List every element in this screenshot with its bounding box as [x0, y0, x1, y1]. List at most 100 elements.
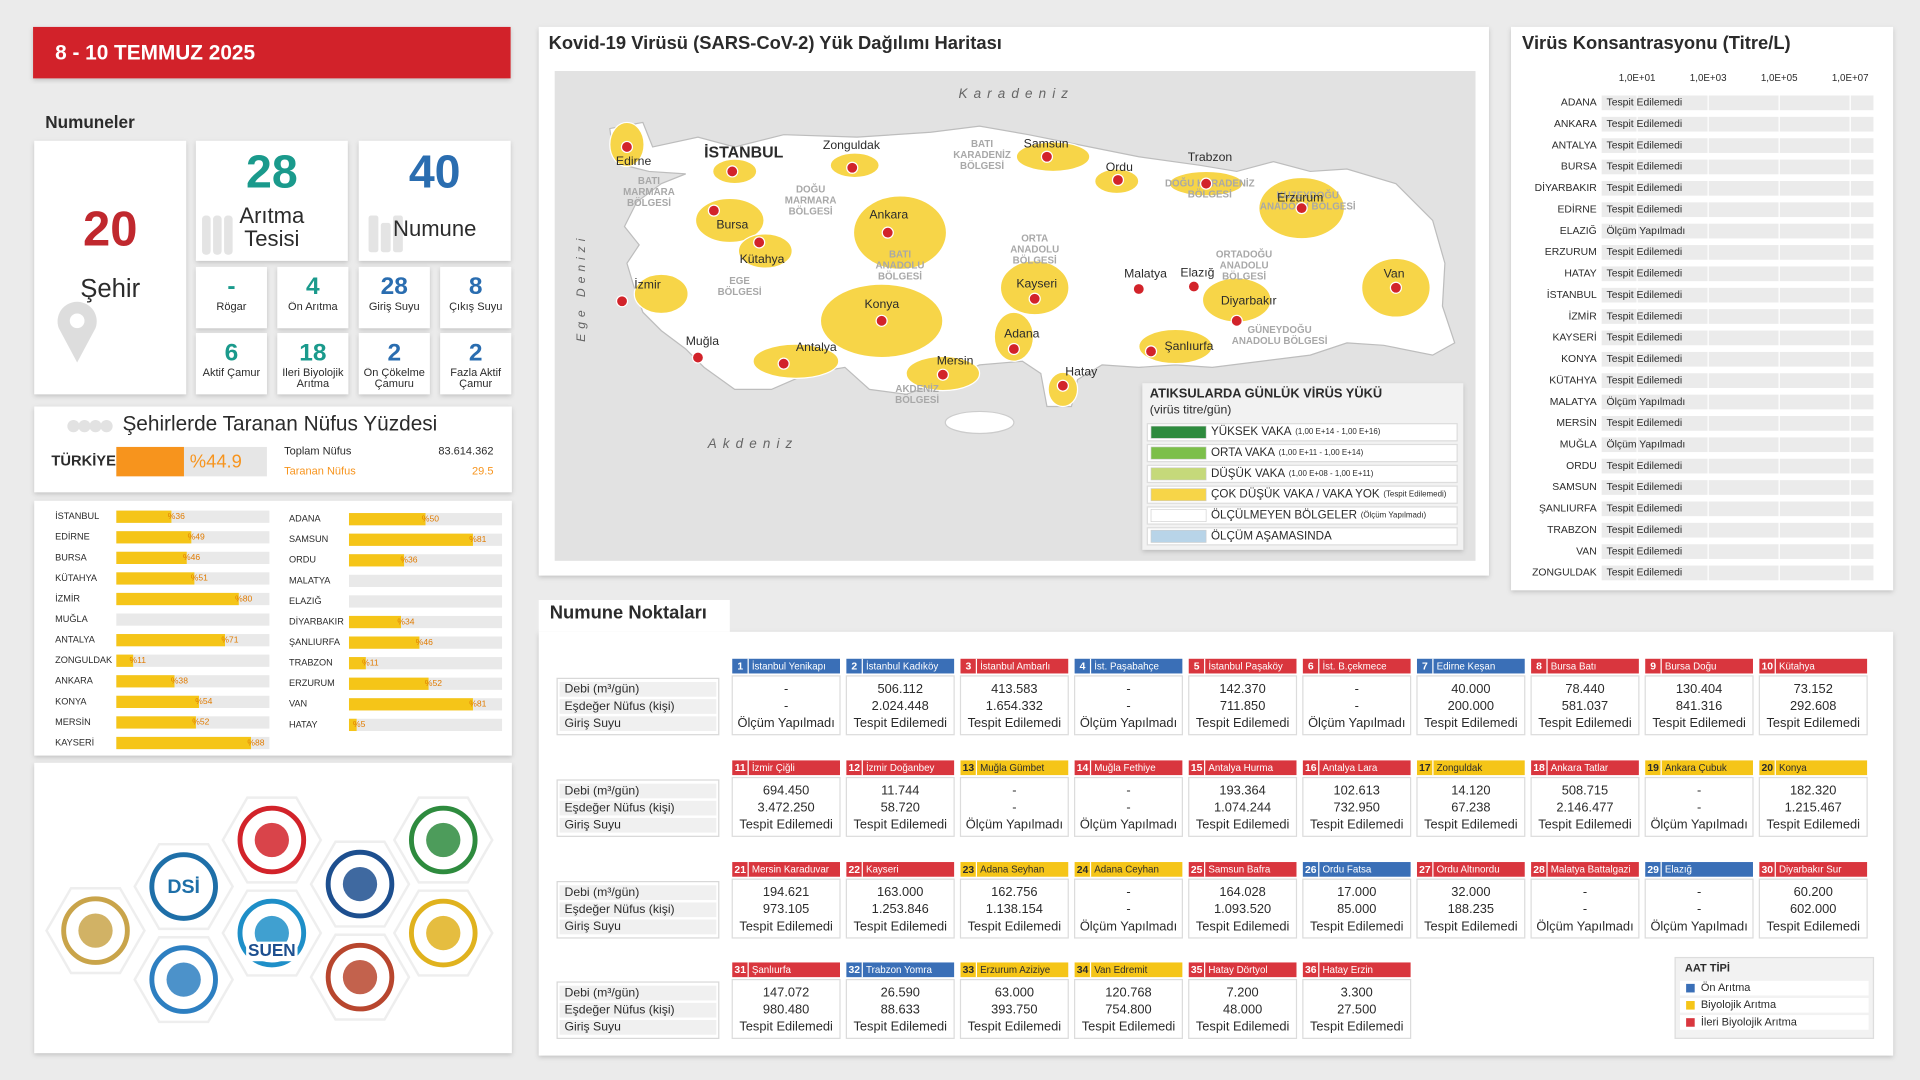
people-icon	[100, 420, 113, 433]
city-label: Bursa	[716, 218, 748, 232]
city-dot	[1295, 202, 1308, 215]
value-label: %52	[425, 678, 442, 688]
point-name: Malatya Battalgazi	[1551, 865, 1631, 876]
point-header	[1416, 862, 1525, 877]
point-population: 980.480	[763, 1002, 809, 1017]
type-swatch	[1686, 1018, 1695, 1027]
row-label-band	[559, 902, 717, 918]
row-track	[1601, 330, 1874, 346]
point-flow: 78.440	[1565, 681, 1604, 696]
city-count: 20	[83, 203, 137, 257]
point-card	[1188, 675, 1298, 736]
total: 83.614.362	[438, 446, 493, 458]
point-population: 1.253.846	[872, 901, 929, 916]
point-number: 25	[1191, 865, 1203, 876]
logo-core	[342, 960, 378, 995]
breakdown-card	[277, 266, 349, 329]
point-name: Hatay Dörtyol	[1208, 965, 1267, 976]
city-label: Konya	[864, 297, 899, 311]
logo-text: SUEN	[248, 940, 296, 960]
point-population: 602.000	[1790, 901, 1836, 916]
point-name: Ankara Çubuk	[1665, 763, 1727, 774]
city-label: Samsun	[1024, 137, 1069, 151]
logo-core	[426, 822, 461, 858]
row-label: Debi (m³/gün)	[564, 885, 639, 899]
point-card	[1302, 776, 1412, 837]
point-number: 35	[1191, 965, 1203, 976]
region-label: BÖLGESİ	[789, 206, 833, 217]
point-header	[1759, 760, 1868, 776]
point-name: Elazığ	[1665, 865, 1692, 876]
point-card	[1644, 776, 1754, 837]
point-header	[960, 658, 1069, 674]
x-tick-label: 1,0E+01	[1619, 73, 1656, 84]
row-label-band	[559, 699, 717, 714]
row-label-band	[559, 1020, 717, 1035]
bar-track	[348, 657, 503, 670]
point-flow: -	[1697, 884, 1701, 899]
point-header	[1074, 862, 1183, 877]
point-number: 20	[1762, 763, 1774, 774]
legend-detail: (Tespit Edilemedi)	[1383, 490, 1446, 499]
value-label: %81	[469, 699, 486, 709]
category-label: MALATYA	[289, 575, 331, 585]
point-flow: 11.744	[881, 782, 919, 797]
hexagon	[309, 933, 411, 1021]
point-result: Tespit Edilemedi	[1538, 817, 1632, 832]
city-label: Adana	[1004, 327, 1040, 341]
logo-core	[78, 913, 113, 948]
point-name: Ankara Tatlar	[1551, 763, 1609, 774]
sea-label: Karadeniz	[958, 86, 1074, 101]
point-name: İstanbul Ambarlı	[980, 661, 1050, 672]
point-number: 8	[1536, 661, 1542, 672]
bar-track	[116, 654, 270, 667]
breakdown-label: Rögar	[216, 301, 247, 313]
point-card	[1188, 978, 1298, 1039]
pin-hole	[69, 313, 85, 329]
row-label-band	[559, 817, 717, 833]
region-label: BÖLGESİ	[718, 287, 762, 298]
chart-title: Virüs Konsantrasyonu (Titre/L)	[1522, 32, 1791, 53]
category-label: EDİRNE	[1557, 202, 1596, 215]
point-number: 13	[963, 763, 975, 774]
row-label: Eşdeğer Nüfus (kişi)	[564, 1002, 674, 1016]
breakdown-card	[277, 333, 349, 395]
point-header	[1531, 658, 1639, 674]
city-dot	[1230, 314, 1243, 327]
hexagon	[392, 796, 494, 884]
category-label: ANTALYA	[55, 635, 96, 645]
percent-bar	[116, 446, 184, 477]
point-population: -	[1697, 800, 1701, 815]
breakdown-label: Fazla Aktif Çamur	[450, 367, 502, 390]
point-flow: -	[784, 681, 788, 696]
breakdown-value: 6	[225, 339, 239, 366]
point-card	[1758, 776, 1868, 837]
bar	[116, 572, 195, 585]
legend-detail: (1,00 E+14 - 1,00 E+16)	[1295, 427, 1381, 436]
point-card	[1416, 878, 1526, 939]
legend-detail: (1,00 E+08 - 1,00 E+11)	[1289, 469, 1374, 478]
city-dot	[1144, 345, 1158, 358]
point-result: Tespit Edilemedi	[1424, 918, 1518, 933]
point-name: İst. B.çekmece	[1322, 661, 1386, 672]
point-card	[1530, 675, 1640, 736]
legend-swatch	[1150, 529, 1207, 543]
country: TÜRKİYE	[51, 453, 116, 470]
value-label: %34	[397, 616, 414, 626]
point-header	[1302, 862, 1411, 877]
point-result: Ölçüm Yapılmadı	[966, 817, 1063, 832]
breakdown-label-box: Çıkış Suyu	[449, 301, 502, 312]
region-label: BATI	[638, 176, 660, 187]
province	[1138, 328, 1213, 365]
legend-name: DÜŞÜK VAKA	[1211, 467, 1285, 480]
point-population: 754.800	[1105, 1002, 1151, 1017]
point-number: 18	[1533, 763, 1545, 774]
province	[999, 260, 1070, 316]
point-result: Tespit Edilemedi	[1310, 817, 1404, 832]
facility-label: Arıtma Tesisi	[239, 204, 305, 251]
row-label-band	[559, 682, 717, 697]
city-dot	[1111, 173, 1125, 187]
category-label: KÜTAHYA	[55, 573, 98, 583]
point-number: 17	[1419, 763, 1431, 774]
point-header	[960, 760, 1069, 776]
